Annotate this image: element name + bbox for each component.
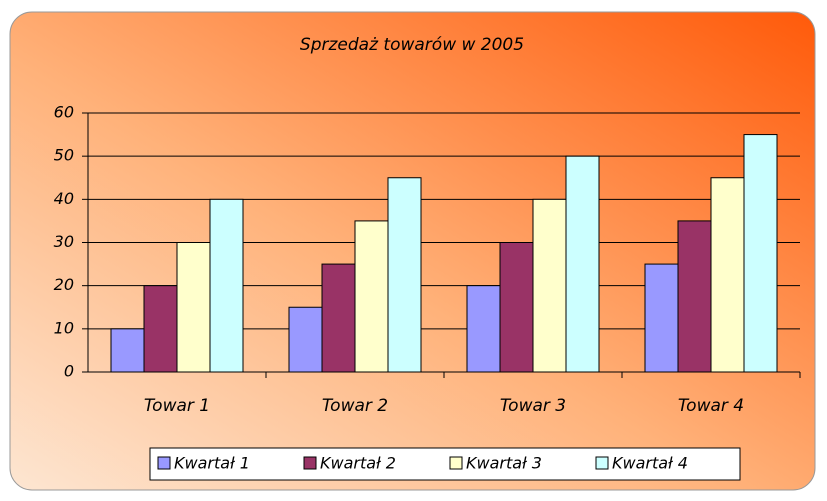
bar: [110, 328, 145, 373]
legend-swatch: [303, 456, 317, 470]
bar: [354, 220, 389, 373]
legend-label: Kwartał 3: [466, 454, 542, 473]
x-tick-label: Towar 2: [322, 396, 388, 416]
bar: [644, 263, 679, 373]
legend-swatch: [449, 456, 463, 470]
bar: [176, 242, 211, 373]
y-tick-label: 20: [54, 275, 74, 294]
legend: [149, 447, 741, 481]
bar: [677, 220, 712, 373]
y-tick-label: 0: [64, 362, 74, 381]
bar: [321, 263, 356, 373]
legend-label: Kwartał 1: [174, 454, 250, 473]
y-tick-label: 10: [54, 318, 74, 337]
bar: [209, 198, 244, 373]
y-tick-label: 30: [54, 232, 74, 251]
legend-swatch: [157, 456, 171, 470]
bar: [387, 177, 422, 373]
x-tick-label: Towar 3: [500, 396, 566, 416]
bar: [143, 285, 178, 373]
bar: [499, 242, 534, 373]
bar: [466, 285, 501, 373]
legend-swatch: [595, 456, 609, 470]
x-tick-label: Towar 1: [144, 396, 210, 416]
y-tick-label: 40: [54, 189, 74, 208]
legend-label: Kwartał 2: [320, 454, 396, 473]
bar: [710, 177, 745, 373]
y-tick-label: 60: [54, 103, 74, 122]
x-tick-label: Towar 4: [678, 396, 744, 416]
bar: [532, 198, 567, 373]
legend-label: Kwartał 4: [612, 454, 688, 473]
bar: [565, 155, 600, 373]
bar: [743, 134, 778, 373]
y-tick-label: 50: [54, 146, 74, 165]
bar: [288, 306, 323, 373]
chart-title: Sprzedaż towarów w 2005: [300, 35, 524, 55]
